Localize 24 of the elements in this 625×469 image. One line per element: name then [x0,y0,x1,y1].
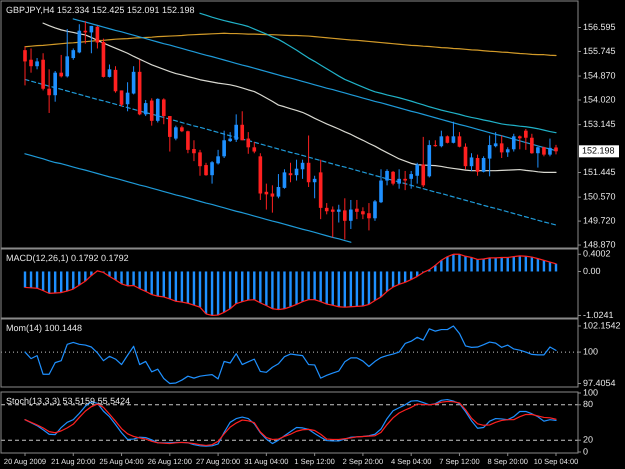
chart-title: Mom(14) 100.1448 [6,323,82,333]
y-tick-label: 155.745 [583,46,616,56]
y-tick-label: 100 [583,387,598,398]
y-tick-label: 151.445 [583,166,616,177]
y-tick-label: 150.570 [583,192,616,202]
text: 152.198 [582,146,615,156]
y-tick-label: 148.870 [583,239,616,250]
y-tick-label: 0.4002 [583,248,611,259]
y-tick-label: 0 [583,446,588,456]
y-tick-label: 102.1542 [583,320,621,330]
y-tick-label: 153.145 [583,119,616,130]
y-tick-label: -1.0241 [583,310,614,320]
chart-title: MACD(12,26,1) 0.1792 0.1792 [6,253,129,263]
chart-title: Stoch(13,3,3) 53.5159 55.5424 [6,396,130,406]
y-tick-label: 154.870 [583,70,616,80]
y-tick-label: 20 [583,434,594,445]
chart-title: GBPJPY,H4 152.334 152.425 152.091 152.198 [6,5,194,15]
y-tick-label: 97.4054 [583,378,616,388]
y-tick-label: 100 [583,346,598,356]
y-tick-label: 0.00 [583,266,601,276]
y-tick-label: 149.720 [583,215,616,226]
y-tick-label: 154.020 [583,94,616,104]
y-tick-label: 156.595 [583,22,616,32]
y-tick-label: 80 [583,399,594,410]
